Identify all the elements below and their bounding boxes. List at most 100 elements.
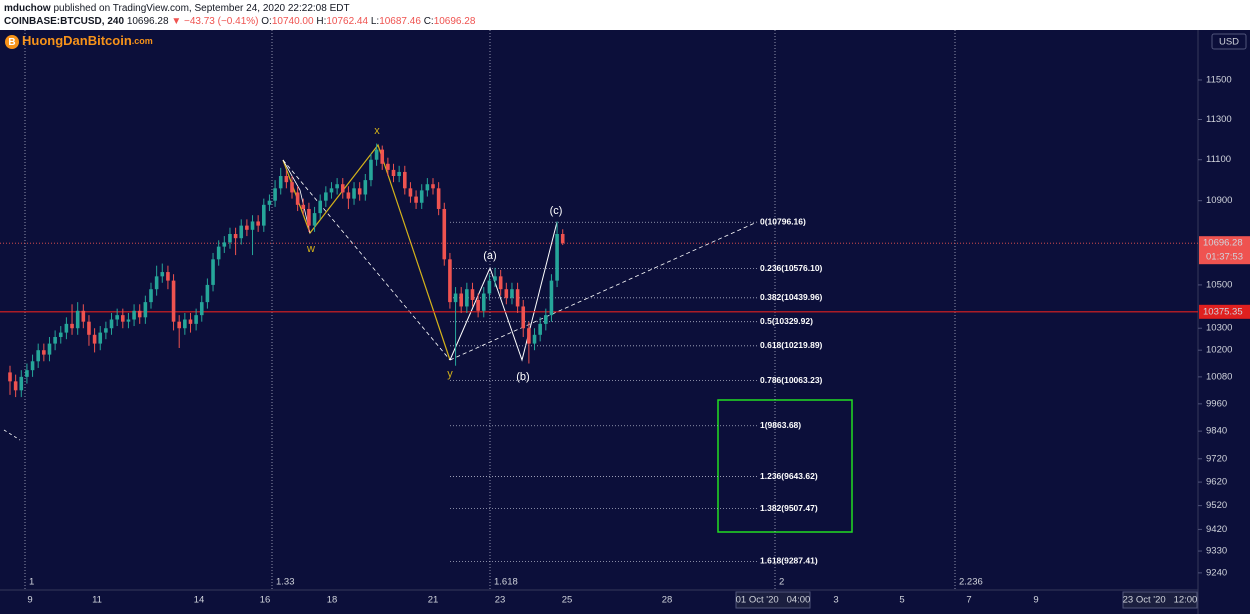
candle-body: [498, 276, 503, 290]
fib-level-label: 0.786(10063.23): [760, 375, 823, 385]
x-tick-label: 18: [327, 595, 338, 606]
y-tick-label: 11100: [1206, 154, 1231, 165]
candle-body: [211, 259, 215, 285]
candle-body: [132, 310, 136, 320]
currency-button[interactable]: [1211, 33, 1247, 50]
candle-body: [199, 302, 204, 316]
candle-body: [53, 336, 57, 344]
candle-body: [92, 334, 97, 344]
x-tick-label: 01 Oct '20 04:00: [736, 595, 811, 606]
candle-body: [267, 200, 272, 205]
wave-label: x: [374, 125, 380, 137]
candle-body: [329, 188, 334, 193]
wave-label: (a): [483, 250, 496, 262]
candle-body: [521, 306, 526, 329]
logo: HuongDanBitcoin.com: [22, 33, 153, 48]
current-price-tag: [1199, 236, 1250, 265]
y-tick-label: 10500: [1206, 279, 1232, 290]
candle-body: [538, 323, 542, 335]
y-tick-label: 11300: [1206, 114, 1232, 125]
ohlc-l: 10687.46: [379, 16, 421, 27]
target-zone: [717, 399, 853, 533]
ohlc-h: 10762.44: [326, 16, 368, 27]
fib-time-label: 1.33: [276, 577, 295, 588]
candle-body: [544, 315, 548, 324]
candle-body: [532, 334, 537, 344]
candle-body: [109, 319, 114, 329]
countdown: 01:37:53: [1206, 252, 1243, 263]
wave-label: (c): [550, 205, 563, 217]
logo-icon: [5, 35, 19, 49]
trend-dashed: [3, 429, 21, 441]
x-tick-label: 21: [428, 595, 439, 606]
ohlc-o: 10740.00: [272, 16, 314, 27]
wave-label: w: [306, 243, 315, 255]
candle-body: [222, 242, 227, 247]
candle-body: [419, 190, 424, 203]
candle-body: [487, 280, 492, 294]
x-tick-label: 23: [495, 595, 506, 606]
ohlc-c: 10696.28: [434, 16, 476, 27]
logo-icon-glyph: B: [8, 37, 15, 48]
wave-label: (b): [516, 371, 529, 383]
y-tick-label: 9620: [1206, 477, 1227, 488]
candle-body: [183, 319, 187, 329]
candle-body: [515, 289, 520, 307]
fib-time-label: 1.618: [494, 577, 518, 588]
candle-body: [470, 289, 475, 300]
ohlc-h-label: H:: [316, 16, 326, 27]
horizontal-line-tag: [1199, 304, 1250, 319]
y-tick-label: 9240: [1206, 567, 1227, 578]
candle-body: [104, 328, 108, 333]
candle-body: [188, 319, 193, 324]
candle-body: [256, 221, 260, 226]
candle-body: [30, 361, 35, 371]
candle-body: [318, 200, 322, 214]
candle-body: [36, 350, 40, 362]
fib-level-label: 1.236(9643.62): [760, 471, 818, 481]
candle-body: [453, 293, 458, 303]
y-tick-label: 9840: [1206, 426, 1227, 437]
last-price: 10696.28: [127, 16, 169, 27]
candle-body: [228, 233, 232, 243]
logo-suffix: .com: [132, 36, 153, 46]
candle-body: [448, 259, 452, 303]
candle-body: [25, 370, 29, 377]
trend-dashed: [282, 159, 451, 361]
fib-level-label: 1.382(9507.47): [760, 503, 818, 513]
fib-level-label: 1.618(9287.41): [760, 556, 818, 566]
ohlc-l-label: L:: [371, 16, 379, 27]
fib-level-label: 0(10796.16): [760, 216, 806, 226]
candle-body: [425, 184, 430, 191]
x-tick-label: 7: [966, 595, 971, 606]
candle-body: [19, 376, 24, 391]
fib-level-label: 0.5(10329.92): [760, 316, 813, 326]
candle-body: [126, 319, 131, 322]
candle-body: [81, 310, 86, 322]
candle-body: [42, 350, 46, 355]
candle-body: [239, 225, 244, 239]
candle-body: [98, 332, 103, 344]
y-tick-label: 9720: [1206, 453, 1227, 464]
x-tick-label: 9: [27, 595, 32, 606]
wave-leg: [282, 159, 311, 234]
candle-body: [403, 171, 407, 189]
fib-level-label: 0.382(10439.96): [760, 292, 823, 302]
ohlc-o-label: O:: [261, 16, 272, 27]
header-bar: [0, 0, 1250, 30]
candle-body: [380, 149, 385, 164]
candle-body: [47, 343, 52, 355]
candle-body: [481, 293, 486, 311]
y-tick-label: 10200: [1206, 345, 1232, 356]
candle-body: [194, 315, 198, 324]
candle-body: [527, 328, 531, 344]
candle-body: [284, 176, 289, 183]
candle-body: [8, 372, 12, 382]
x-label-box: [1122, 591, 1198, 609]
candle-body: [115, 315, 119, 320]
candle-body: [58, 332, 63, 337]
candle-body: [273, 188, 277, 201]
y-tick-label: 9420: [1206, 524, 1227, 535]
candle-body: [307, 208, 311, 226]
